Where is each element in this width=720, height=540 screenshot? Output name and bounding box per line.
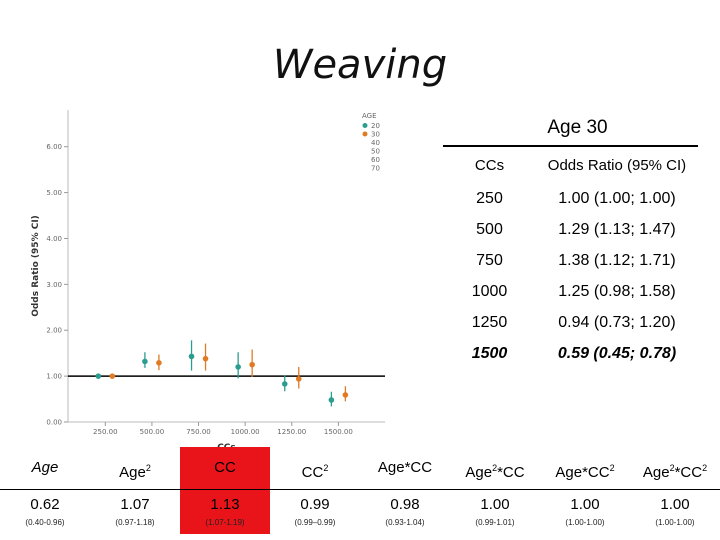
age-table-or: 0.94 (0.73; 1.20): [558, 313, 676, 331]
coef-ci-cell: (0.99–0.99): [294, 518, 336, 527]
data-point-20: [142, 358, 148, 365]
age-table-cc: 500: [476, 220, 503, 238]
age-table-row: 1000 1.25 (0.98; 1.58): [443, 276, 698, 307]
data-point-30: [249, 361, 255, 368]
coef-header-cell: Age*CC: [377, 459, 433, 476]
coef-header-cell: CC2: [301, 463, 329, 481]
coef-header-cell: Age: [31, 459, 59, 476]
coef-value-cell: 1.00: [480, 496, 510, 513]
data-point-30: [109, 373, 116, 379]
y-tick-label: 3.00: [46, 281, 62, 289]
plot-area: [68, 110, 385, 422]
age-table-or: 1.25 (0.98; 1.58): [558, 282, 676, 300]
age-30-table: Age 30 CCs Odds Ratio (95% CI) 250 1.00 …: [443, 117, 698, 369]
legend-entry-50: 50: [371, 148, 380, 156]
data-point-20: [235, 364, 241, 370]
coef-divider: [0, 489, 720, 490]
legend-marker-20: [362, 123, 368, 128]
age-table-or: 1.00 (1.00; 1.00): [558, 189, 676, 207]
age-table-row: 1250 0.94 (0.73; 1.20): [443, 307, 698, 338]
x-tick-label: 1000.00: [231, 428, 260, 436]
coef-value-cell: 1.07: [120, 496, 150, 513]
age-table-cc: 1000: [471, 282, 508, 300]
coef-ci-cell: (0.99-1.01): [475, 518, 515, 527]
data-point-30: [202, 355, 209, 362]
y-tick-label: 0.00: [46, 419, 62, 427]
age-table-header-ccs: CCs: [474, 156, 505, 174]
age-table-header-row: CCs Odds Ratio (95% CI): [443, 147, 698, 183]
legend-entry-20: 20: [371, 122, 380, 130]
age-table-row: 1500 0.59 (0.45; 0.78): [443, 338, 698, 369]
x-tick-label: 1500.00: [324, 428, 353, 436]
data-point-20: [188, 353, 195, 360]
data-point-20: [328, 397, 335, 403]
legend-entry-40: 40: [371, 139, 380, 147]
legend-title: AGE: [362, 112, 377, 120]
coef-value-cell: 0.99: [300, 496, 330, 513]
y-tick-label: 1.00: [46, 373, 62, 381]
data-point-30: [156, 360, 162, 366]
data-point-30: [342, 392, 349, 398]
age-table-or: 1.38 (1.12; 1.71): [558, 251, 676, 269]
age-table-or: 1.29 (1.13; 1.47): [558, 220, 676, 238]
x-tick-label: 250.00: [93, 428, 118, 436]
coef-ci-cell: (1.00-1.00): [565, 518, 605, 527]
age-table-cc: 1250: [471, 313, 508, 331]
coef-ci-cell: (0.93-1.04): [385, 518, 425, 527]
legend-entry-30: 30: [371, 131, 380, 139]
y-tick-label: 2.00: [46, 327, 62, 335]
age-table-row: 500 1.29 (1.13; 1.47): [443, 214, 698, 245]
legend-marker-30: [362, 131, 368, 137]
y-tick-label: 5.00: [46, 189, 62, 197]
coef-header-row: Age Age2 CC CC2 Age*CC Age2*CC Age*CC2 Age2*CC2: [0, 447, 720, 489]
data-point-20: [95, 373, 102, 379]
legend-entry-60: 60: [371, 156, 380, 164]
coef-header-cell: CC: [180, 447, 270, 489]
data-point-20: [281, 381, 288, 387]
y-tick-label: 4.00: [46, 235, 62, 243]
coef-ci-cell: (0.97-1.18): [115, 518, 155, 527]
coef-header-cell: Age2: [119, 463, 151, 481]
x-tick-label: 500.00: [140, 428, 165, 436]
coef-ci-cell: (0.40-0.96): [25, 518, 65, 527]
age-table-row: 250 1.00 (1.00; 1.00): [443, 183, 698, 214]
coef-value-cell: 1.00: [570, 496, 600, 513]
coef-ci-row: (0.40-0.96) (0.97-1.18) (1.07-1.19) (0.99–0…: [0, 518, 720, 534]
age-table-header-or: Odds Ratio (95% CI): [547, 156, 687, 174]
legend-entry-70: 70: [371, 165, 380, 173]
age-table-rule: [443, 145, 698, 147]
age-table-cc: 1500: [471, 344, 508, 362]
slide-title: Weaving: [272, 42, 448, 88]
coef-value-cell: 1.00: [660, 496, 690, 513]
coef-ci-cell: (1.00-1.00): [655, 518, 695, 527]
y-axis-title: Odds Ratio (95% CI): [31, 215, 41, 317]
coef-header-cell: Age2*CC2: [642, 463, 708, 481]
age-table-title: Age 30: [547, 117, 608, 138]
y-tick-label: 6.00: [46, 143, 62, 151]
coef-ci-cell: (1.07-1.19): [180, 518, 270, 534]
coef-value-cell: 0.62: [30, 496, 60, 513]
coef-header-cell: Age2*CC: [465, 463, 525, 481]
age-table-row: 750 1.38 (1.12; 1.71): [443, 245, 698, 276]
age-table-or: 0.59 (0.45; 0.78): [557, 344, 677, 362]
coef-value-cell: 0.98: [390, 496, 420, 513]
coef-value-cell: 1.13: [180, 490, 270, 518]
age-table-cc: 750: [476, 251, 503, 269]
x-tick-label: 1250.00: [277, 428, 306, 436]
coef-header-cell: Age*CC2: [555, 463, 615, 481]
data-point-30: [295, 376, 302, 382]
coefficient-table: Age Age2 CC CC2 Age*CC Age2*CC Age*CC2 Age2*CC2…: [0, 447, 720, 534]
x-tick-label: 750.00: [186, 428, 211, 436]
coef-value-row: 0.62 1.07 1.13 0.99 0.98 1.00 1.00 1.00: [0, 490, 720, 518]
age-table-cc: 250: [476, 189, 503, 207]
